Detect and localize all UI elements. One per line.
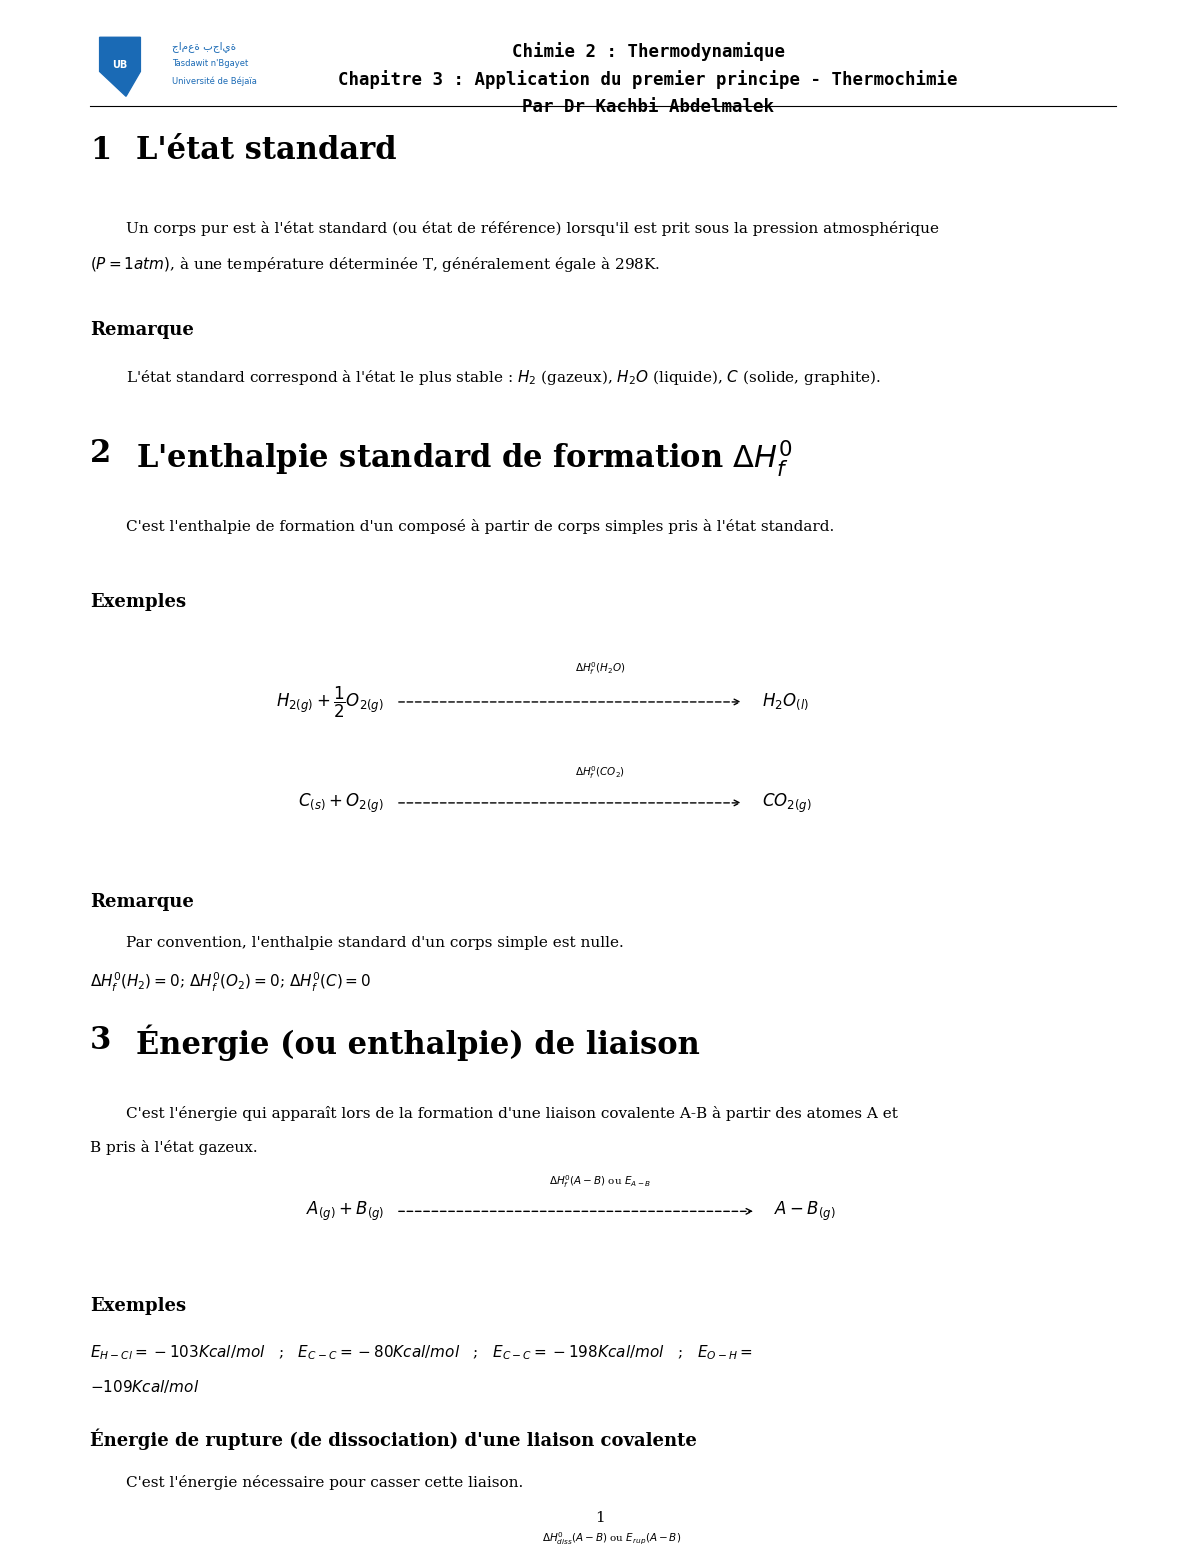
Text: Université de Béjaïa: Université de Béjaïa [172,76,257,85]
Text: $H_2O_{(l)}$: $H_2O_{(l)}$ [762,691,809,713]
Text: $\Delta H_f^0(H_2) = 0$; $\Delta H_f^0(O_2) = 0$; $\Delta H_f^0(C) = 0$: $\Delta H_f^0(H_2) = 0$; $\Delta H_f^0(O… [90,971,371,994]
Text: Chimie 2 : Thermodynamique: Chimie 2 : Thermodynamique [511,42,785,61]
Text: L'état standard correspond à l'état le plus stable : $H_2$ (gazeux), $H_2O$ (liq: L'état standard correspond à l'état le p… [126,368,881,387]
Text: C'est l'énergie nécessaire pour casser cette liaison.: C'est l'énergie nécessaire pour casser c… [126,1475,523,1491]
Text: C'est l'enthalpie de formation d'un composé à partir de corps simples pris à l'é: C'est l'enthalpie de formation d'un comp… [126,519,834,534]
Text: $-109 Kcal/mol$: $-109 Kcal/mol$ [90,1378,199,1395]
Text: Remarque: Remarque [90,893,194,912]
Text: $\Delta H_f^0(H_2O)$: $\Delta H_f^0(H_2O)$ [575,660,625,677]
Text: $H_{2(g)} + \dfrac{1}{2}O_{2(g)}$: $H_{2(g)} + \dfrac{1}{2}O_{2(g)}$ [276,685,384,719]
Text: Énergie (ou enthalpie) de liaison: Énergie (ou enthalpie) de liaison [136,1025,700,1062]
Text: 2: 2 [90,438,112,469]
Text: UB: UB [113,61,127,70]
Text: Par convention, l'enthalpie standard d'un corps simple est nulle.: Par convention, l'enthalpie standard d'u… [126,936,624,950]
Text: جامعة بجاية: جامعة بجاية [172,40,235,53]
Text: $\Delta H_f^0(CO_2)$: $\Delta H_f^0(CO_2)$ [575,764,625,781]
Text: Exemples: Exemples [90,593,186,612]
Text: 3: 3 [90,1025,112,1056]
Text: Énergie de rupture (de dissociation) d'une liaison covalente: Énergie de rupture (de dissociation) d'u… [90,1429,697,1451]
Text: Un corps pur est à l'état standard (ou état de référence) lorsqu'il est prit sou: Un corps pur est à l'état standard (ou é… [126,221,940,236]
Text: $(P = 1atm)$, à une température déterminée T, généralement égale à 298K.: $(P = 1atm)$, à une température détermin… [90,255,660,273]
Text: Remarque: Remarque [90,321,194,340]
Text: $\Delta H_{diss}^0(A-B)$ ou $E_{rup}(A-B)$: $\Delta H_{diss}^0(A-B)$ ou $E_{rup}(A-B… [542,1530,682,1547]
Text: $A_{(g)} + B_{(g)}$: $A_{(g)} + B_{(g)}$ [306,1200,384,1222]
Text: L'état standard: L'état standard [136,135,396,166]
Text: 1: 1 [595,1511,605,1525]
Text: C'est l'énergie qui apparaît lors de la formation d'une liaison covalente A-B à : C'est l'énergie qui apparaît lors de la … [126,1106,898,1121]
Polygon shape [100,37,140,96]
Text: L'enthalpie standard de formation $\Delta H_f^0$: L'enthalpie standard de formation $\Delt… [136,438,792,478]
Text: $CO_{2(g)}$: $CO_{2(g)}$ [762,792,811,814]
Text: 1: 1 [90,135,112,166]
Text: B pris à l'état gazeux.: B pris à l'état gazeux. [90,1140,258,1155]
Text: $\Delta H_f^0(A-B)$ ou $E_{A-B}$: $\Delta H_f^0(A-B)$ ou $E_{A-B}$ [548,1173,652,1190]
Text: $C_{(s)} + O_{2(g)}$: $C_{(s)} + O_{2(g)}$ [299,792,384,814]
Text: $E_{H-Cl} = -103 Kcal/mol$   ;   $E_{C-C} = -80 Kcal/mol$   ;   $E_{C-C} = -198 : $E_{H-Cl} = -103 Kcal/mol$ ; $E_{C-C} = … [90,1343,752,1362]
Text: Chapitre 3 : Application du premier principe - Thermochimie: Chapitre 3 : Application du premier prin… [338,70,958,89]
Text: Par Dr Kachbi Abdelmalek: Par Dr Kachbi Abdelmalek [522,98,774,116]
Text: $A - B_{(g)}$: $A - B_{(g)}$ [774,1200,835,1222]
Text: Exemples: Exemples [90,1297,186,1315]
Text: Tasdawit n'Bgayet: Tasdawit n'Bgayet [172,59,248,68]
